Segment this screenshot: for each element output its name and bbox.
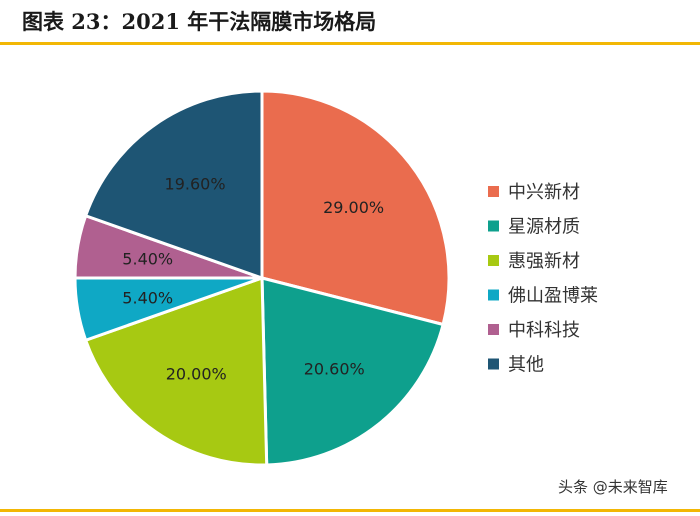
legend-label-0: 中兴新材 [508, 182, 580, 203]
pie-slice-label-3: 5.40% [122, 289, 173, 308]
legend-label-2: 惠强新材 [508, 251, 580, 272]
pie-chart: 29.00% 20.60% 20.00% 5.40% 5.40% 19.60% 中兴新材星源… [73, 89, 598, 467]
legend-label-1: 星源材质 [508, 217, 580, 238]
pie-slice-label-0: 29.00% [323, 198, 384, 217]
legend-swatch-1 [488, 220, 499, 232]
legend-swatch-5 [488, 358, 499, 370]
legend-swatch-2 [488, 255, 499, 266]
pie-slice-1 [260, 276, 445, 467]
bottom-rule [0, 509, 700, 512]
chart-title: 图表 23：2021 年干法隔膜市场格局 [22, 9, 377, 34]
legend-swatch-4 [488, 324, 499, 335]
legend-swatch-0 [488, 186, 499, 197]
pie-slice-label-5: 19.60% [165, 174, 226, 193]
watermark: 头条 @未来智库 [558, 478, 668, 496]
top-rule [0, 42, 700, 45]
pie-slice-5 [83, 89, 264, 281]
pie-slice-label-2: 20.00% [166, 364, 227, 383]
pie-slice-label-1: 20.60% [304, 360, 365, 379]
pie-slice-0 [260, 89, 451, 327]
legend-label-4: 中科科技 [508, 320, 580, 341]
legend-label-3: 佛山盈博莱 [508, 286, 598, 307]
legend-swatch-3 [488, 289, 499, 301]
pie-slice-label-4: 5.40% [122, 249, 173, 268]
legend-label-5: 其他 [508, 355, 544, 376]
